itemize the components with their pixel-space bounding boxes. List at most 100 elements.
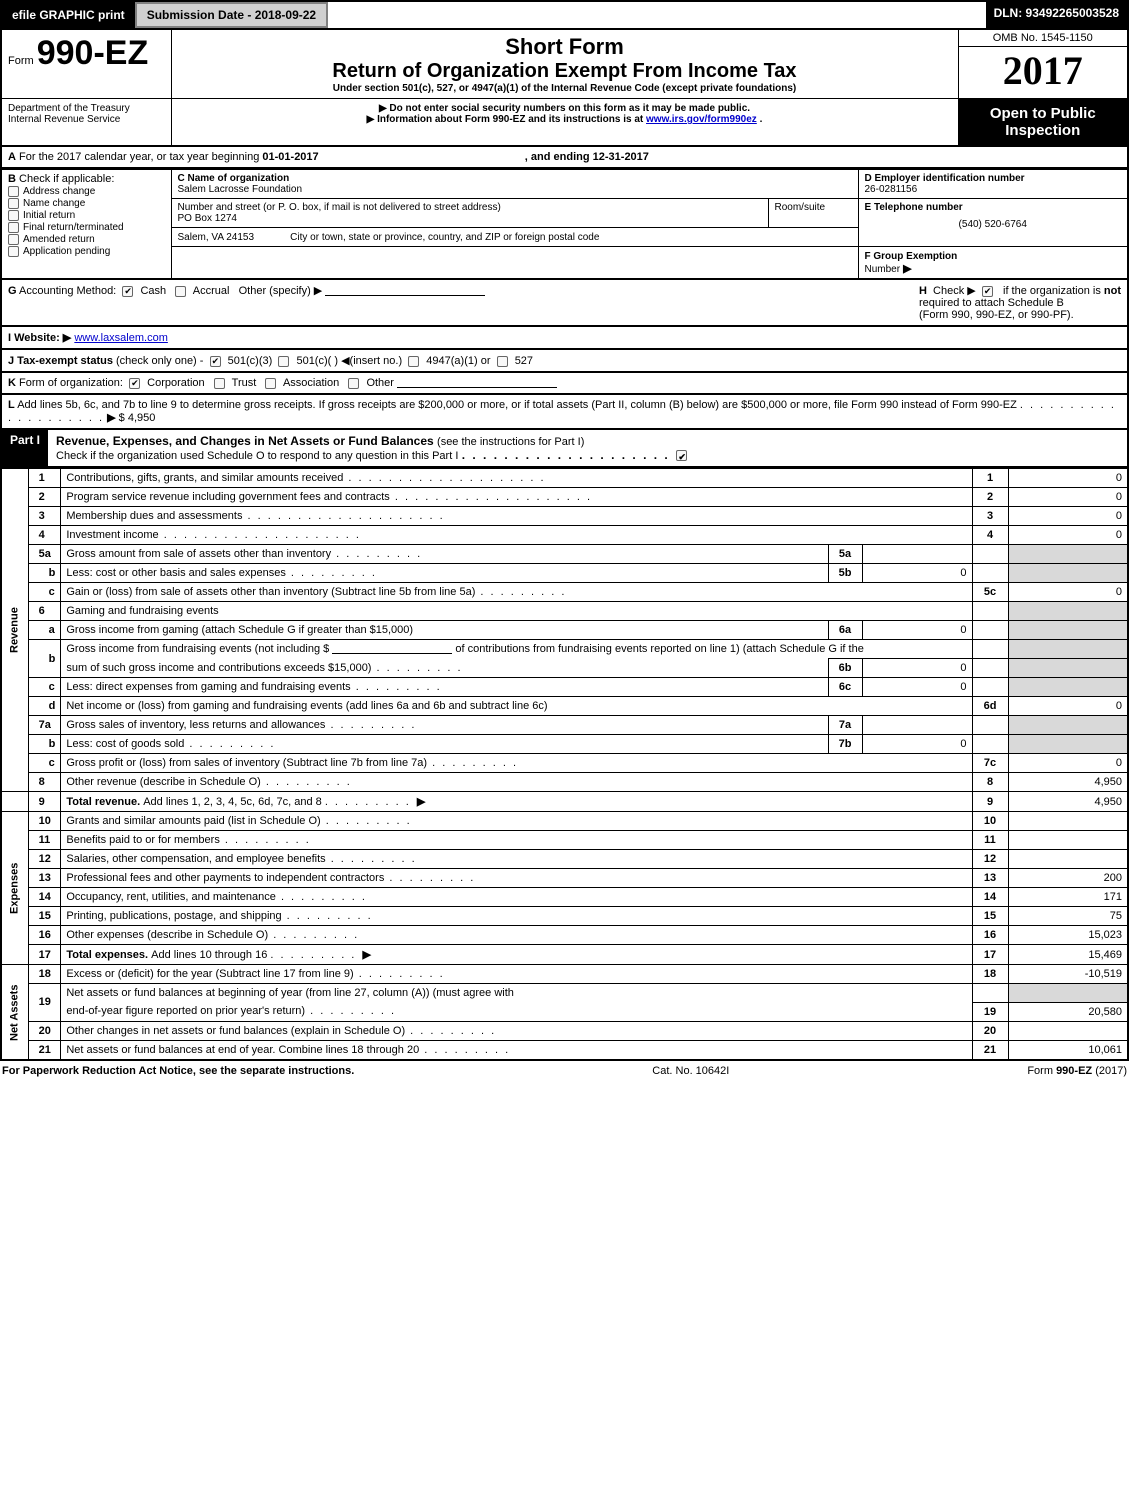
omb-number: OMB No. 1545-1150 <box>959 30 1128 47</box>
chk-corporation[interactable] <box>129 378 140 389</box>
ln-7c: c <box>28 754 61 773</box>
midamt-6a: 0 <box>862 621 972 640</box>
d-16: Other expenses (describe in Schedule O) <box>66 929 268 941</box>
room-suite-label: Room/suite <box>775 202 852 213</box>
submission-date-button[interactable]: Submission Date - 2018-09-22 <box>135 2 328 28</box>
box-5a-grey <box>972 545 1008 564</box>
chk-address-change[interactable] <box>8 186 19 197</box>
row-15: 15 Printing, publications, postage, and … <box>1 907 1128 926</box>
dots-7c <box>427 757 518 769</box>
box-f-arrow: ▶ <box>903 263 911 275</box>
box-11: 11 <box>972 831 1008 850</box>
opt-accrual: Accrual <box>193 285 230 297</box>
line-j: J Tax-exempt status (check only one) - 5… <box>0 350 1129 373</box>
d-4: Investment income <box>66 529 361 541</box>
row-7a: 7a Gross sales of inventory, less return… <box>1 716 1128 735</box>
dots-6b <box>371 662 462 674</box>
label-h: H <box>919 285 927 297</box>
row-1: Revenue 1 Contributions, gifts, grants, … <box>1 469 1128 488</box>
arrow-9: ▶ <box>417 796 425 808</box>
chk-final-return[interactable] <box>8 222 19 233</box>
d-5b: Less: cost or other basis and sales expe… <box>66 567 377 579</box>
dots-6c <box>351 681 442 693</box>
amt-9: 4,950 <box>1008 792 1128 812</box>
chk-amended-return[interactable] <box>8 234 19 245</box>
form-prefix: Form <box>8 55 34 67</box>
org-address: PO Box 1274 <box>178 213 762 224</box>
line-h-text4: (Form 990, 990-EZ, or 990-PF). <box>919 309 1074 321</box>
mid-6b: 6b <box>828 659 862 678</box>
chk-527[interactable] <box>497 356 508 367</box>
box-2: 2 <box>972 488 1008 507</box>
opt-address-change: Address change <box>23 186 95 197</box>
ln-12: 12 <box>28 850 61 869</box>
dots-11 <box>220 834 311 846</box>
chk-accrual[interactable] <box>175 286 186 297</box>
opt-name-change: Name change <box>23 198 85 209</box>
dots-16 <box>268 929 359 941</box>
other-specify-line <box>325 286 485 296</box>
d-7b: Less: cost of goods sold <box>66 738 184 750</box>
chk-schedule-b[interactable] <box>982 286 993 297</box>
chk-application-pending[interactable] <box>8 246 19 257</box>
bullet-info-pre: ▶ Information about Form 990-EZ and its … <box>367 114 646 125</box>
footer-right-form: 990-EZ <box>1056 1065 1092 1077</box>
part1-lines: Revenue 1 Contributions, gifts, grants, … <box>0 468 1129 1061</box>
box-13: 13 <box>972 869 1008 888</box>
chk-cash[interactable] <box>122 286 133 297</box>
row-13: 13 Professional fees and other payments … <box>1 869 1128 888</box>
row-6c: c Less: direct expenses from gaming and … <box>1 678 1128 697</box>
amt-7a-grey <box>1008 716 1128 735</box>
dots-7a <box>325 719 416 731</box>
row-2: 2 Program service revenue including gove… <box>1 488 1128 507</box>
amt-6-grey <box>1008 602 1128 621</box>
d-3: Membership dues and assessments <box>66 510 444 522</box>
chk-other-org[interactable] <box>348 378 359 389</box>
row-10: Expenses 10 Grants and similar amounts p… <box>1 812 1128 831</box>
row-5b: b Less: cost or other basis and sales ex… <box>1 564 1128 583</box>
chk-4947[interactable] <box>408 356 419 367</box>
box-6d: 6d <box>972 697 1008 716</box>
chk-association[interactable] <box>265 378 276 389</box>
title-short-form: Short Form <box>178 34 952 60</box>
ln-1: 1 <box>28 469 61 488</box>
row-19a: 19 Net assets or fund balances at beginn… <box>1 984 1128 1003</box>
form990ez-link[interactable]: www.irs.gov/form990ez <box>646 114 757 125</box>
vlabel-revenue: Revenue <box>1 469 28 792</box>
dots-9 <box>325 796 411 808</box>
efile-print-button[interactable]: efile GRAPHIC print <box>2 2 135 28</box>
row-7b: b Less: cost of goods sold 7b 0 <box>1 735 1128 754</box>
line-i: I Website: ▶ www.laxsalem.com <box>0 327 1129 350</box>
chk-name-change[interactable] <box>8 198 19 209</box>
chk-501c[interactable] <box>278 356 289 367</box>
box-20: 20 <box>972 1021 1008 1040</box>
box-4: 4 <box>972 526 1008 545</box>
chk-initial-return[interactable] <box>8 210 19 221</box>
form-header: Form 990-EZ Short Form Return of Organiz… <box>0 28 1129 147</box>
amt-21: 10,061 <box>1008 1040 1128 1060</box>
box-18: 18 <box>972 965 1008 984</box>
form-number: 990-EZ <box>37 34 149 72</box>
label-i: I Website: ▶ <box>8 332 71 344</box>
chk-trust[interactable] <box>214 378 225 389</box>
website-link[interactable]: www.laxsalem.com <box>74 332 168 344</box>
row-20: 20 Other changes in net assets or fund b… <box>1 1021 1128 1040</box>
d-1: Contributions, gifts, grants, and simila… <box>66 472 545 484</box>
d-6b-3: sum of such gross income and contributio… <box>66 662 371 674</box>
ln-6c: c <box>28 678 61 697</box>
box-3: 3 <box>972 507 1008 526</box>
open-to-public: Open to Public Inspection <box>959 99 1128 145</box>
org-city: Salem, VA 24153 <box>178 232 255 243</box>
box-f-label: F Group Exemption <box>865 251 958 262</box>
ln-5a: 5a <box>28 545 61 564</box>
d-17a: Total expenses. <box>66 949 151 961</box>
line-g: G Accounting Method: Cash Accrual Other … <box>8 284 485 321</box>
chk-schedule-o[interactable] <box>676 450 687 461</box>
mid-7b: 7b <box>828 735 862 754</box>
dept-treasury: Department of the Treasury <box>8 103 165 114</box>
box-9: 9 <box>972 792 1008 812</box>
d-18: Excess or (deficit) for the year (Subtra… <box>66 968 353 980</box>
chk-501c3[interactable] <box>210 356 221 367</box>
row-6a: a Gross income from gaming (attach Sched… <box>1 621 1128 640</box>
amt-4: 0 <box>1008 526 1128 545</box>
